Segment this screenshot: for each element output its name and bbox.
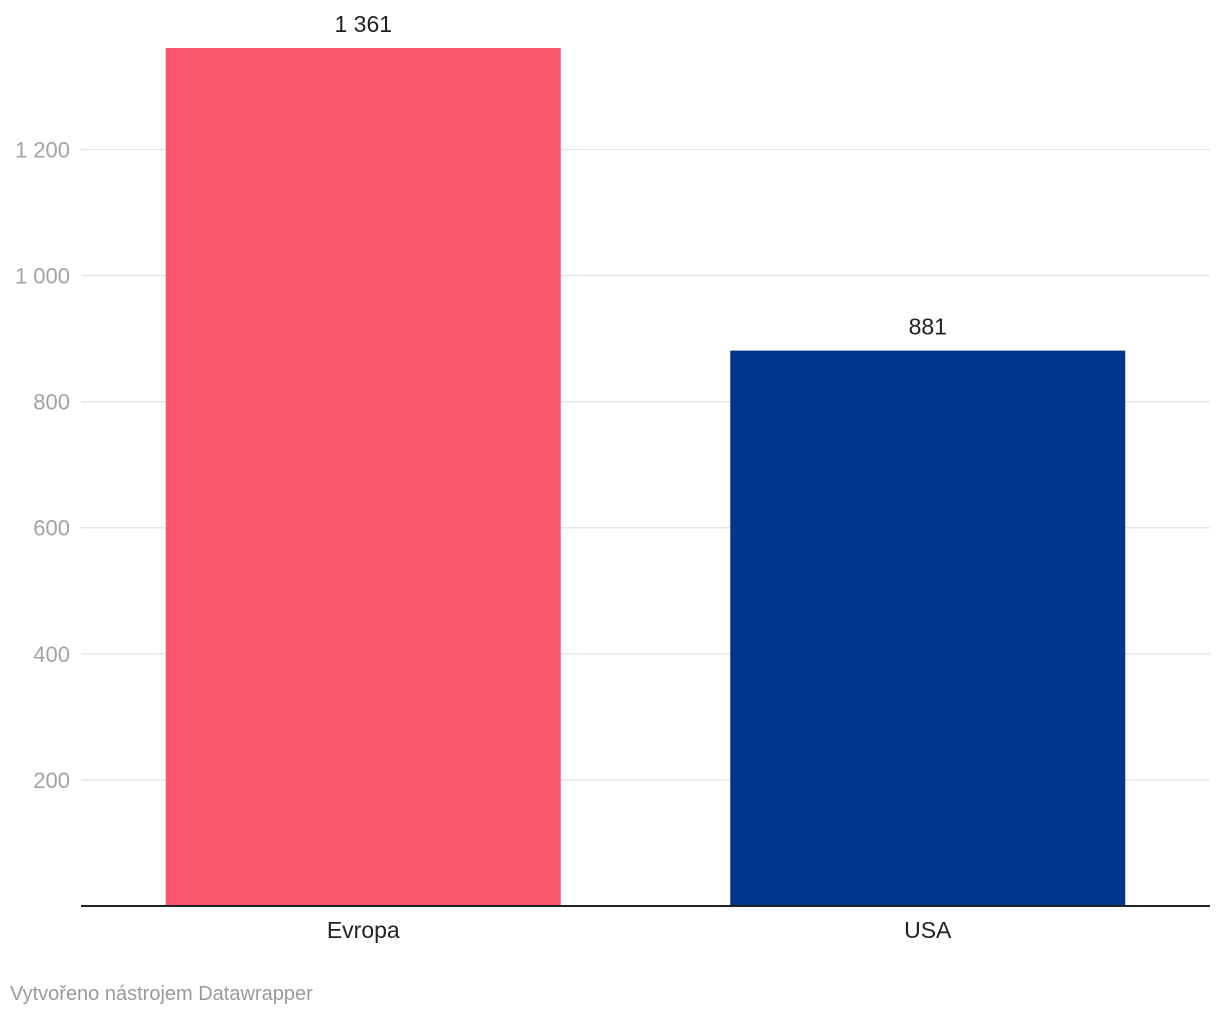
y-tick-label: 600 xyxy=(33,516,70,541)
datawrapper-credit: Vytvořeno nástrojem Datawrapper xyxy=(10,983,313,1005)
bars xyxy=(165,48,1126,906)
bar-usa xyxy=(730,350,1126,906)
bar-chart: 200 400 600 800 1 000 1 200 Evropa USA 1 361 881 xyxy=(15,11,1210,943)
y-tick-label: 400 xyxy=(33,642,70,667)
value-labels: 1 361 881 xyxy=(334,11,946,340)
y-tick-label: 200 xyxy=(33,768,70,793)
value-label: 1 361 xyxy=(334,11,392,37)
y-tick-label: 1 000 xyxy=(15,264,70,289)
value-label: 881 xyxy=(909,314,947,340)
x-tick-label: Evropa xyxy=(327,917,400,943)
y-tick-label: 800 xyxy=(33,390,70,415)
bar-evropa xyxy=(165,48,561,906)
axes: 200 400 600 800 1 000 1 200 Evropa USA xyxy=(15,137,1210,943)
x-tick-label: USA xyxy=(904,917,952,943)
y-tick-label: 1 200 xyxy=(15,137,70,162)
